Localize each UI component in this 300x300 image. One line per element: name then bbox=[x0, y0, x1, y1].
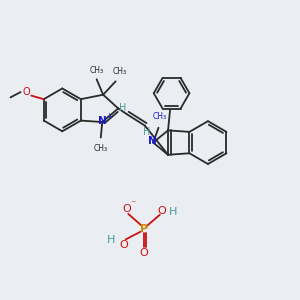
Text: O: O bbox=[140, 248, 148, 258]
Text: ⁻: ⁻ bbox=[131, 200, 136, 209]
Text: O: O bbox=[22, 87, 30, 97]
Text: N: N bbox=[98, 116, 107, 126]
Text: O: O bbox=[119, 240, 128, 250]
Text: +: + bbox=[105, 112, 112, 121]
Text: H: H bbox=[119, 103, 126, 113]
Text: CH₃: CH₃ bbox=[94, 144, 108, 153]
Text: H: H bbox=[143, 127, 150, 137]
Text: CH₃: CH₃ bbox=[112, 67, 127, 76]
Text: P: P bbox=[140, 224, 148, 234]
Text: O: O bbox=[157, 206, 166, 216]
Text: N: N bbox=[148, 136, 156, 146]
Text: O: O bbox=[122, 204, 131, 214]
Text: H: H bbox=[168, 207, 177, 218]
Text: H: H bbox=[106, 235, 115, 245]
Text: CH₃: CH₃ bbox=[153, 112, 167, 121]
Text: CH₃: CH₃ bbox=[89, 65, 104, 74]
